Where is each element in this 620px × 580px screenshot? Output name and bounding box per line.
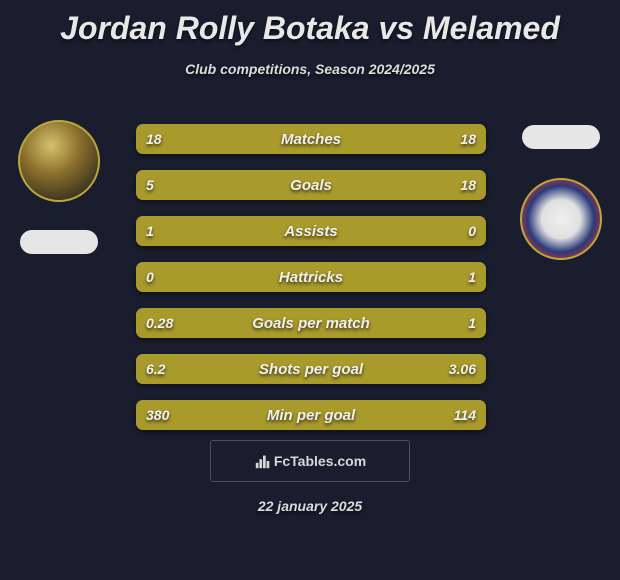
stat-bar-right-fill [136,262,486,292]
stat-bar-left-fill [136,354,371,384]
stats-bars: 1818Matches 518Goals 10Assists 01Hattricks 0… [136,124,486,446]
stat-bar-left-fill [136,170,213,200]
subtitle: Club competitions, Season 2024/2025 [0,61,620,77]
player-left-avatar [18,120,100,202]
stat-bar: 1818Matches [136,124,486,154]
brand-text: FcTables.com [274,453,366,469]
brand-box: FcTables.com [210,440,410,482]
stat-bar: 380114Min per goal [136,400,486,430]
brand-logo-icon [254,452,272,470]
stat-bar-left-fill [136,308,213,338]
stat-bar-left-fill [136,216,486,246]
player-left-badge [20,230,98,254]
stat-bar-right-fill [371,354,487,384]
page-title: Jordan Rolly Botaka vs Melamed [0,0,620,47]
player-right-avatar [520,178,602,260]
stat-bar: 518Goals [136,170,486,200]
stat-bar-right-fill [213,170,486,200]
stat-bar: 01Hattricks [136,262,486,292]
stat-bar-left-fill [136,124,311,154]
stat-bar-left-fill [136,400,406,430]
stat-bar: 0.281Goals per match [136,308,486,338]
player-right-badge [522,125,600,149]
stat-bar: 10Assists [136,216,486,246]
stat-bar-right-fill [406,400,487,430]
date-text: 22 january 2025 [0,498,620,514]
stat-bar: 6.23.06Shots per goal [136,354,486,384]
stat-bar-right-fill [311,124,486,154]
stat-bar-right-fill [213,308,486,338]
